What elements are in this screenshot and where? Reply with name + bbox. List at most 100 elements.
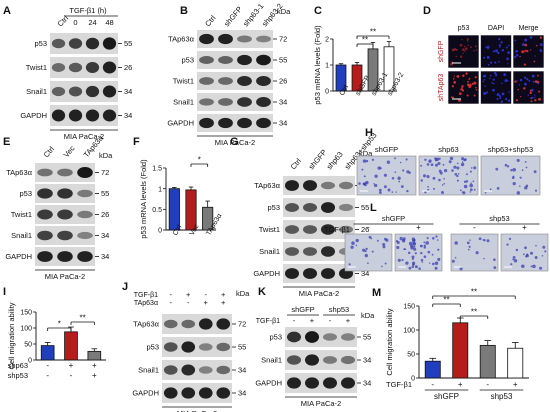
transwell-image (450, 233, 499, 272)
blot-band (163, 387, 178, 399)
migrated-cell (473, 188, 476, 191)
y-tick-label: 0 (28, 358, 32, 365)
group-label: shGFP (382, 214, 405, 223)
significance-mark: ** (471, 308, 477, 317)
migrated-cell (496, 187, 500, 190)
nucleus-dot (453, 81, 457, 84)
migrated-cell (391, 176, 395, 180)
kda-marker: 55 (363, 333, 371, 342)
treatment-sign: - (70, 371, 73, 380)
migrated-cell (413, 247, 417, 251)
blot-band (304, 377, 320, 389)
bar (507, 347, 524, 379)
nucleus-dot (475, 49, 478, 51)
blot-band (302, 180, 318, 191)
y-tick-label: 1 (158, 186, 162, 193)
blot-band (218, 117, 233, 129)
group-label: shp53 (329, 305, 349, 314)
migrated-cell (399, 161, 402, 164)
nucleus-dot (492, 50, 496, 53)
migrated-cell (402, 169, 405, 172)
blot-band (77, 189, 93, 198)
migrated-cell (425, 241, 429, 245)
migrated-cell (411, 237, 416, 242)
migrated-cell (433, 187, 435, 190)
blot-band (340, 377, 356, 389)
migrated-cell (539, 266, 543, 270)
migrated-cell (391, 191, 394, 193)
nucleus-dot (462, 48, 465, 52)
nucleus-dot (523, 63, 527, 66)
blot-band (199, 33, 214, 45)
blot-band (198, 318, 213, 330)
kda-unit: kDa (361, 311, 375, 320)
blot-band (320, 268, 336, 279)
migrated-cell (401, 258, 404, 262)
migrated-cell (435, 157, 440, 162)
migrated-cell (524, 246, 527, 250)
blot-band (218, 56, 233, 64)
blot-band (102, 37, 117, 50)
nucleus-dot (452, 77, 455, 80)
transwell-label: shp63 (438, 145, 458, 154)
bar (168, 188, 180, 231)
nucleus-dot (473, 49, 475, 52)
migrated-cell (465, 180, 469, 183)
nucleus-dot (489, 77, 491, 80)
blot-row-label: Snail1 (11, 231, 32, 240)
nucleus-dot (464, 45, 466, 48)
nucleus-dot (534, 99, 537, 102)
migrated-cell (512, 181, 516, 186)
migrated-cell (449, 156, 454, 161)
nucleus-dot (528, 79, 531, 82)
blot-row-label: GAPDH (167, 119, 194, 128)
blot-band (199, 56, 214, 64)
blot-band (77, 166, 93, 179)
migrated-cell (542, 245, 546, 249)
migrated-cell (512, 168, 516, 172)
cell-line-label: MIA PaCa-2 (64, 132, 104, 141)
panel-letter-a: A (3, 5, 11, 17)
kda-unit: kDa (99, 151, 113, 160)
nucleus-dot (529, 89, 532, 92)
panel-letter-f: F (133, 136, 140, 148)
nucleus-dot (526, 49, 529, 53)
migrated-cell (350, 245, 354, 249)
treatment-sign: - (46, 371, 49, 380)
migrated-cell (469, 188, 473, 192)
blot-strip (283, 264, 355, 283)
kda-marker: 26 (361, 225, 369, 234)
nucleus-dot (519, 78, 523, 82)
transwell-label: shp63+shp53 (488, 145, 533, 154)
kda-marker: 34 (238, 389, 246, 398)
migrated-cell (397, 258, 401, 262)
lane-label: Vec (62, 144, 77, 160)
y-tick-label: 150 (20, 310, 32, 317)
migrated-cell (460, 162, 465, 167)
panel-letter-k: K (258, 286, 266, 298)
migrated-cell (383, 237, 387, 241)
migrated-cell (459, 189, 462, 192)
nucleus-dot (534, 80, 538, 84)
migrated-cell (493, 258, 496, 261)
migrated-cell (448, 160, 452, 164)
migrated-cell (521, 264, 525, 269)
nucleus-dot (518, 84, 521, 86)
blot-band (256, 76, 271, 86)
migrated-cell (348, 263, 351, 266)
nucleus-dot (539, 49, 543, 52)
y-tick-label: 50 (24, 342, 32, 349)
migrated-cell (378, 188, 382, 192)
treatment-sign: - (473, 223, 476, 232)
migrated-cell (529, 251, 534, 255)
nucleus-dot (468, 77, 471, 80)
migrated-cell (358, 182, 361, 185)
nucleus-dot (473, 94, 476, 97)
nucleus-dot (537, 74, 539, 77)
nucleus-dot (475, 89, 478, 91)
kda-marker: 34 (101, 252, 109, 261)
migrated-cell (383, 173, 387, 177)
panel-letter-c: C (314, 5, 322, 17)
migrated-cell (376, 239, 379, 242)
